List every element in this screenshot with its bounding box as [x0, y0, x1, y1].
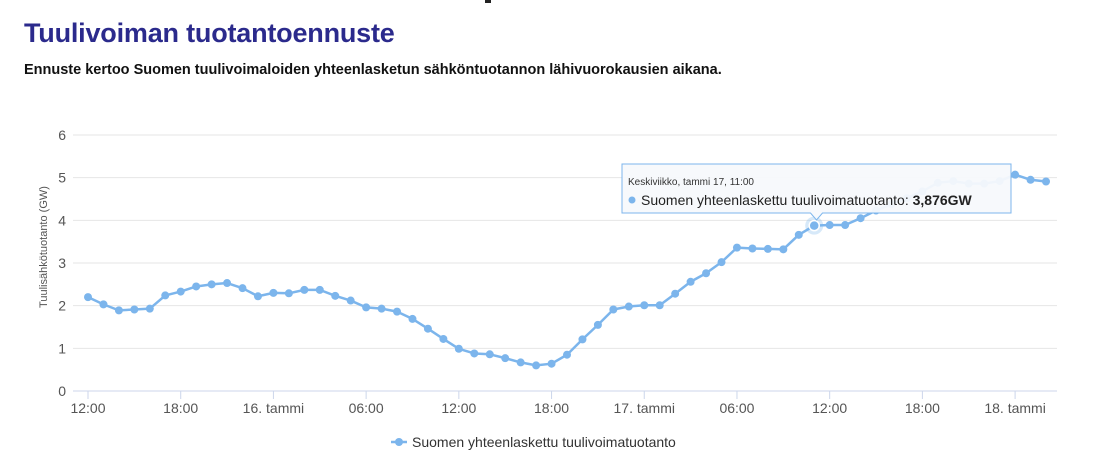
data-point[interactable]: [794, 230, 803, 239]
page-title: Tuulivoiman tuotantoennuste: [24, 18, 395, 48]
y-tick-label: 5: [58, 170, 66, 186]
data-point[interactable]: [207, 280, 216, 289]
data-point[interactable]: [609, 305, 618, 314]
data-point[interactable]: [532, 361, 541, 370]
data-point[interactable]: [516, 358, 525, 367]
legend[interactable]: Suomen yhteenlaskettu tuulivoimatuotanto: [391, 434, 676, 450]
legend-marker-icon: [395, 438, 403, 446]
data-point[interactable]: [1042, 177, 1050, 186]
data-point[interactable]: [547, 359, 556, 368]
x-tick-label: 12:00: [812, 400, 847, 416]
data-point[interactable]: [84, 293, 92, 302]
data-point[interactable]: [114, 306, 123, 315]
data-point[interactable]: [362, 303, 371, 312]
tooltip-time: Keskiviikko, tammi 17, 11:00: [628, 177, 754, 188]
data-point[interactable]: [238, 284, 247, 293]
data-point[interactable]: [717, 258, 726, 267]
data-point[interactable]: [331, 291, 340, 300]
data-point[interactable]: [393, 307, 402, 316]
data-point[interactable]: [624, 302, 633, 311]
data-point[interactable]: [825, 221, 834, 230]
x-tick-label: 18. tammi: [984, 400, 1045, 416]
data-point[interactable]: [578, 335, 587, 344]
data-point[interactable]: [640, 301, 649, 310]
data-point[interactable]: [269, 288, 278, 297]
y-tick-label: 3: [58, 255, 66, 271]
page-subtitle: Ennuste kertoo Suomen tuulivoimaloiden y…: [24, 62, 722, 78]
top-edge-fragment: [485, 0, 491, 3]
data-point[interactable]: [161, 291, 170, 300]
data-point[interactable]: [176, 287, 185, 296]
data-point[interactable]: [300, 285, 309, 294]
x-tick-label: 12:00: [441, 400, 476, 416]
data-point[interactable]: [485, 350, 494, 359]
data-point[interactable]: [315, 285, 324, 294]
data-point[interactable]: [439, 334, 448, 343]
y-axis: 0 1 2 3 4 5 6: [58, 127, 66, 399]
data-point[interactable]: [856, 214, 865, 223]
x-tick-label: 16. tammi: [243, 400, 304, 416]
grid-lines: [73, 134, 1057, 392]
data-point[interactable]: [779, 245, 788, 254]
tooltip-box: [621, 163, 1012, 221]
data-point[interactable]: [454, 344, 463, 353]
data-point[interactable]: [192, 282, 201, 291]
data-point[interactable]: [408, 314, 417, 323]
y-tick-label: 6: [58, 127, 66, 143]
data-point[interactable]: [748, 244, 757, 253]
data-point[interactable]: [732, 243, 741, 252]
data-point[interactable]: [841, 221, 850, 230]
data-point[interactable]: [593, 320, 602, 329]
x-tick-label: 17. tammi: [614, 400, 675, 416]
x-tick-label: 12:00: [70, 400, 105, 416]
data-point[interactable]: [1026, 175, 1035, 184]
y-tick-label: 1: [58, 340, 66, 356]
legend-item-label[interactable]: Suomen yhteenlaskettu tuulivoimatuotanto: [412, 434, 676, 450]
tooltip-marker: [628, 196, 636, 204]
data-point[interactable]: [346, 296, 355, 305]
data-point[interactable]: [655, 301, 664, 310]
x-axis: 12:00 18:00 16. tammi 06:00 12:00 18:00 17. ta…: [70, 391, 1046, 416]
data-point[interactable]: [470, 349, 479, 358]
data-point[interactable]: [501, 354, 510, 363]
x-tick-label: 18:00: [163, 400, 198, 416]
data-point[interactable]: [686, 277, 695, 286]
x-tick-label: 18:00: [534, 400, 569, 416]
data-point[interactable]: [702, 269, 711, 278]
tooltip-value: Suomen yhteenlaskettu tuulivoimatuotanto…: [641, 192, 973, 208]
data-point[interactable]: [1011, 170, 1020, 179]
y-axis-label: Tuulisähkötuotanto (GW): [38, 186, 50, 308]
x-tick-label: 06:00: [349, 400, 384, 416]
data-point[interactable]: [253, 292, 262, 301]
y-tick-label: 4: [58, 212, 66, 228]
y-tick-label: 2: [58, 298, 66, 314]
data-point[interactable]: [671, 289, 680, 298]
data-point[interactable]: [130, 305, 139, 314]
data-point[interactable]: [377, 304, 386, 313]
y-tick-label: 0: [58, 383, 66, 399]
data-point[interactable]: [284, 289, 293, 298]
data-point[interactable]: [223, 279, 232, 288]
data-point[interactable]: [99, 300, 108, 309]
tooltip: Keskiviikko, tammi 17, 11:00 Suomen yhtee…: [621, 163, 1012, 235]
data-point[interactable]: [145, 304, 154, 313]
data-point[interactable]: [563, 350, 571, 359]
data-point[interactable]: [423, 324, 432, 333]
hover-point: [808, 219, 820, 232]
data-point[interactable]: [763, 244, 772, 253]
x-tick-label: 18:00: [905, 400, 940, 416]
x-tick-label: 06:00: [719, 400, 754, 416]
